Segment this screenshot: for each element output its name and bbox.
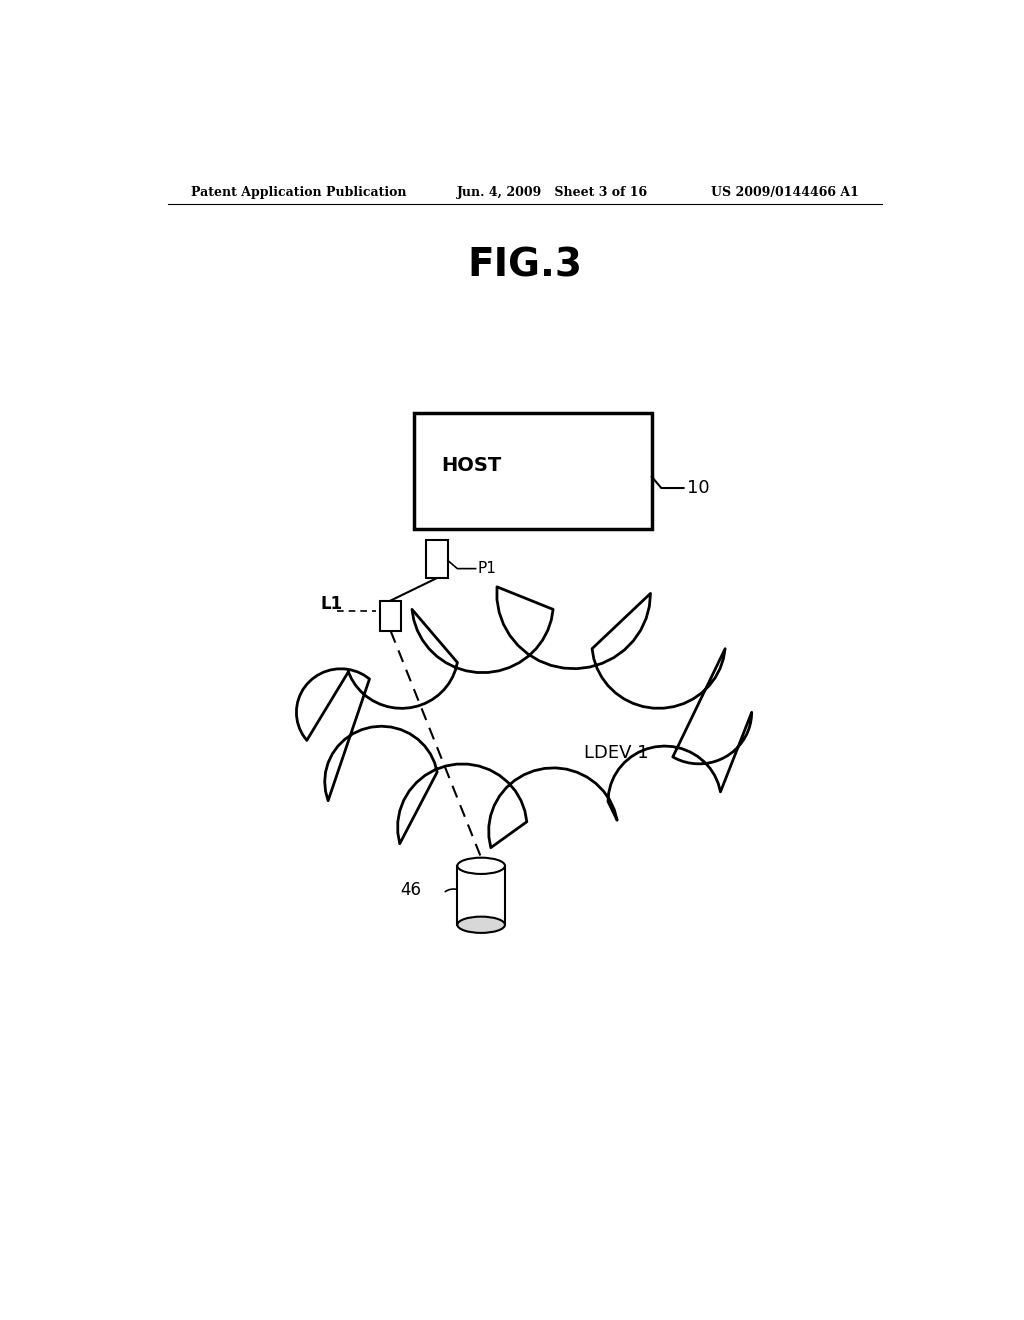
- Bar: [426, 540, 447, 578]
- Bar: [458, 863, 504, 867]
- Text: HOST: HOST: [441, 455, 502, 475]
- Text: 10: 10: [687, 479, 710, 498]
- Text: LDEV 1: LDEV 1: [584, 744, 648, 762]
- Text: Patent Application Publication: Patent Application Publication: [191, 186, 407, 199]
- Polygon shape: [297, 587, 752, 847]
- Bar: [458, 866, 505, 925]
- Text: Jun. 4, 2009   Sheet 3 of 16: Jun. 4, 2009 Sheet 3 of 16: [458, 186, 648, 199]
- Bar: [414, 413, 651, 529]
- Text: P1: P1: [478, 561, 497, 576]
- Text: L1: L1: [321, 594, 343, 612]
- Text: US 2009/0144466 A1: US 2009/0144466 A1: [712, 186, 859, 199]
- Text: 46: 46: [400, 882, 421, 899]
- Ellipse shape: [458, 858, 505, 874]
- Bar: [380, 601, 401, 631]
- Text: FIG.3: FIG.3: [467, 246, 583, 284]
- Ellipse shape: [458, 916, 505, 933]
